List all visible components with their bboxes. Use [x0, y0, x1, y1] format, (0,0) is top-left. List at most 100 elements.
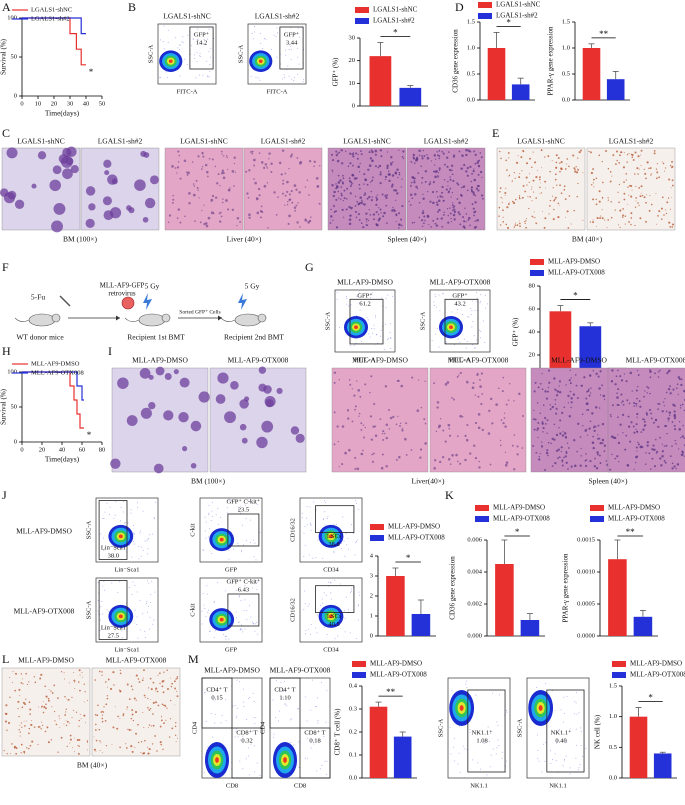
tissue-cell — [333, 443, 336, 446]
tissue-cell — [458, 201, 461, 204]
event-dot — [387, 337, 389, 339]
event-dot — [435, 296, 437, 298]
tissue-cell — [103, 159, 112, 168]
tissue-cell — [678, 448, 680, 450]
tissue-cell — [459, 462, 462, 465]
tissue-cell — [293, 206, 297, 209]
tissue-cell — [662, 162, 665, 165]
tissue-cell — [447, 214, 450, 217]
tissue-cell — [548, 213, 550, 215]
tissue-cell — [350, 183, 353, 186]
event-dot — [137, 502, 139, 504]
tissue-cell — [554, 178, 557, 181]
tissue-cell — [14, 199, 25, 210]
event-dot — [386, 339, 388, 341]
tissue-cell — [465, 213, 468, 215]
tissue-cell — [570, 397, 573, 400]
tissue-cell — [369, 391, 371, 394]
tissue-cell — [635, 423, 638, 426]
tissue-cell — [84, 691, 86, 693]
tissue-cell — [477, 173, 480, 176]
tissue-cell — [379, 418, 382, 421]
tissue-cell — [295, 188, 298, 191]
event-dot — [234, 705, 236, 707]
tissue-cell — [81, 676, 83, 678]
tissue-cell — [126, 706, 129, 708]
tissue-cell — [411, 376, 414, 379]
tissue-cell — [619, 226, 621, 229]
tissue-cell — [656, 163, 658, 165]
tissue-cell — [664, 461, 667, 464]
event-dot — [250, 519, 252, 521]
event-dot — [204, 530, 206, 532]
y-tick-label: 0.002 — [467, 600, 482, 607]
scheme-text: 5 Gy — [245, 282, 260, 291]
event-dot — [224, 590, 226, 592]
tissue-cell — [133, 697, 136, 700]
event-dot — [203, 39, 205, 41]
tissue-cell — [505, 187, 507, 189]
tissue-cell — [590, 171, 593, 175]
tissue-cell — [439, 460, 442, 464]
tissue-cell — [527, 196, 529, 198]
tissue-cell — [29, 744, 32, 747]
scheme-text: Recipient 1st BMT — [127, 333, 185, 342]
event-dot — [453, 746, 455, 748]
event-dot — [298, 741, 300, 743]
tissue-cell — [646, 385, 648, 388]
flow-y-label: SSC-A — [85, 520, 92, 539]
tissue-cell — [176, 695, 179, 698]
legend-label: MLL-AF9-DMSO — [548, 258, 600, 266]
tissue-cell — [166, 707, 168, 709]
tissue-cell — [410, 161, 413, 163]
tissue-cell — [94, 679, 97, 681]
tissue-cell — [169, 718, 172, 720]
tissue-cell — [289, 155, 293, 158]
y-tick-label: 0 — [14, 92, 17, 99]
tissue-cell — [595, 177, 598, 179]
y-tick-label: 0.2 — [349, 728, 357, 735]
tissue-cell — [666, 201, 669, 204]
flow-y-label: SSC-A — [437, 718, 444, 737]
tissue-cell — [576, 196, 578, 198]
tissue-cell — [165, 719, 167, 721]
event-dot — [238, 508, 240, 510]
tissue-cell — [457, 460, 459, 463]
density-contour — [258, 59, 263, 63]
tissue-cell — [525, 220, 527, 222]
tissue-cell — [472, 191, 475, 194]
irradiation-icon — [143, 293, 152, 310]
tissue-cell — [481, 176, 483, 178]
tissue-cell — [499, 224, 502, 226]
tissue-cell — [83, 683, 85, 685]
tissue-cell — [93, 748, 96, 751]
tissue-cell — [508, 174, 511, 177]
event-dot — [471, 300, 473, 302]
event-dot — [436, 328, 438, 330]
tissue-cell — [536, 429, 538, 432]
tissue-cell — [34, 681, 37, 684]
tissue-cell — [141, 679, 144, 682]
tissue-cell — [386, 166, 389, 170]
event-dot — [350, 523, 352, 525]
tissue-cell — [533, 409, 535, 411]
tissue-cell — [470, 180, 473, 183]
tissue-cell — [333, 190, 336, 194]
tissue-cell — [665, 209, 667, 211]
event-dot — [256, 581, 258, 583]
tissue-cell — [371, 150, 374, 154]
event-dot — [230, 500, 232, 502]
tissue-cell — [415, 157, 419, 160]
tissue-cell — [62, 168, 73, 180]
tissue-cell — [383, 211, 386, 215]
tissue-cell — [93, 736, 95, 738]
event-dot — [142, 510, 144, 512]
tissue-cell — [24, 703, 27, 706]
tissue-cell — [337, 190, 340, 193]
tissue-cell — [540, 192, 543, 194]
tissue-cell — [545, 187, 546, 189]
tissue-cell — [473, 214, 475, 217]
tissue-cell — [140, 752, 142, 754]
tissue-cell — [349, 214, 352, 218]
tissue-cell — [470, 186, 473, 189]
